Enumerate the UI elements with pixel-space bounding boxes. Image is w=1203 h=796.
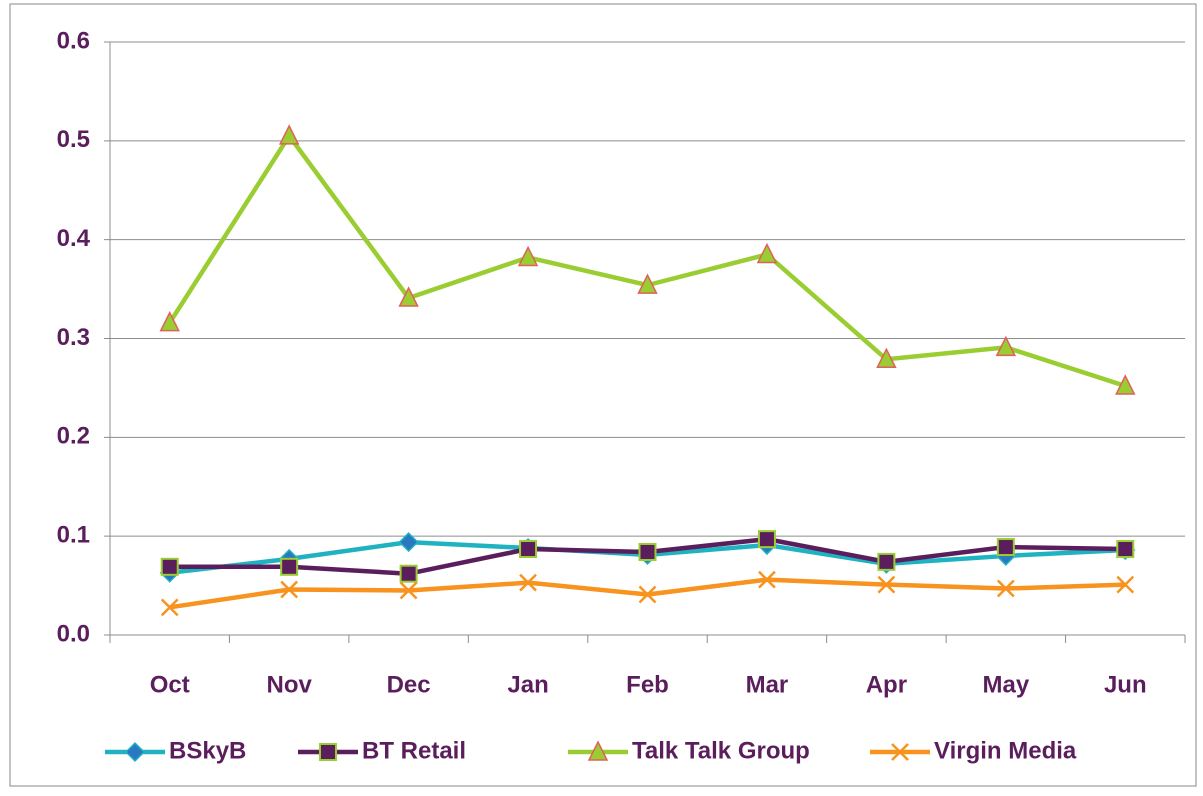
data-point <box>280 580 299 599</box>
data-point <box>517 245 539 267</box>
x-tick-label: Nov <box>266 671 312 698</box>
data-point <box>278 124 300 145</box>
data-point <box>519 573 537 592</box>
data-point <box>638 585 657 604</box>
x-tick-label: Oct <box>150 671 190 698</box>
data-point <box>1116 575 1135 594</box>
x-tick-label: Dec <box>387 671 431 698</box>
legend-marker <box>319 743 337 761</box>
y-tick-label: 0.1 <box>57 522 90 549</box>
data-point <box>1116 540 1135 559</box>
data-point <box>756 242 778 264</box>
x-tick-label: May <box>982 671 1029 698</box>
x-tick-label: Jan <box>507 671 548 698</box>
data-point <box>399 564 418 583</box>
data-point <box>160 598 179 617</box>
legend-label: Talk Talk Group <box>632 737 810 764</box>
y-tick-label: 0.0 <box>57 620 90 647</box>
x-tick-label: Apr <box>866 671 907 698</box>
data-point <box>758 570 776 589</box>
data-point <box>876 347 897 369</box>
y-tick-label: 0.4 <box>57 225 91 252</box>
legend-label: BT Retail <box>362 737 466 764</box>
data-point <box>398 532 419 553</box>
y-tick-label: 0.6 <box>57 27 90 54</box>
data-point <box>757 530 776 549</box>
data-point <box>996 538 1015 557</box>
y-tick-label: 0.5 <box>57 126 90 153</box>
data-point <box>398 286 419 307</box>
data-point <box>160 557 179 576</box>
legend-marker <box>891 743 909 761</box>
data-point <box>1115 374 1136 395</box>
data-point <box>996 579 1015 598</box>
chart-frame <box>9 3 1197 787</box>
data-point <box>280 557 299 576</box>
data-point <box>399 581 418 600</box>
data-point <box>877 552 896 571</box>
data-point <box>638 542 657 561</box>
data-point <box>995 335 1017 357</box>
data-point <box>877 575 896 594</box>
y-tick-label: 0.3 <box>57 324 90 351</box>
legend-marker <box>587 740 609 761</box>
data-point <box>519 540 538 559</box>
x-tick-label: Feb <box>626 671 669 698</box>
data-point <box>637 273 658 294</box>
data-point <box>159 311 180 332</box>
legend-label: Virgin Media <box>934 737 1077 764</box>
legend-label: BSkyB <box>169 737 246 764</box>
y-tick-label: 0.2 <box>57 423 90 450</box>
x-tick-label: Jun <box>1104 671 1147 698</box>
legend-marker <box>124 741 146 763</box>
x-tick-label: Mar <box>746 671 789 698</box>
